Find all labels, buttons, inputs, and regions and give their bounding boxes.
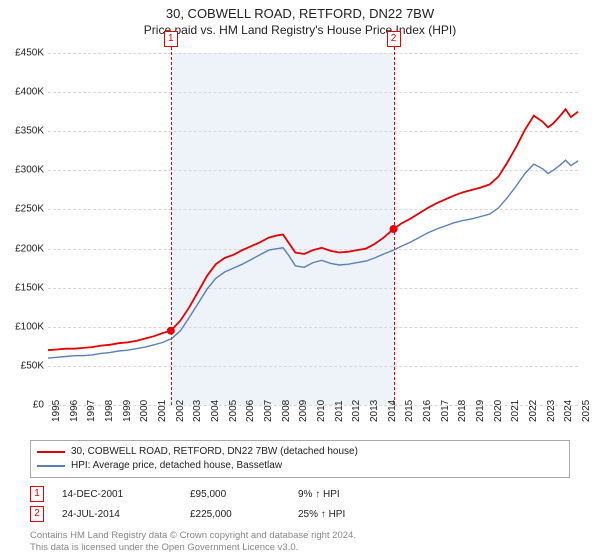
y-tick-label: £450K xyxy=(0,48,44,59)
chart-title-1: 30, COBWELL ROAD, RETFORD, DN22 7BW xyxy=(0,6,600,21)
chart-plot: £0£50K£100K£150K£200K£250K£300K£350K£400… xyxy=(48,52,578,405)
legend-swatch xyxy=(37,451,65,453)
sale-row-marker: 2 xyxy=(30,506,44,522)
sale-marker-box: 1 xyxy=(164,31,178,47)
chart-lines xyxy=(48,53,578,405)
sale-row-date: 14-DEC-2001 xyxy=(62,489,172,500)
y-tick-label: £350K xyxy=(0,126,44,137)
y-tick-label: £300K xyxy=(0,165,44,176)
legend-row: 30, COBWELL ROAD, RETFORD, DN22 7BW (det… xyxy=(37,445,563,459)
legend-label: 30, COBWELL ROAD, RETFORD, DN22 7BW (det… xyxy=(71,445,358,459)
chart-title-2: Price paid vs. HM Land Registry's House … xyxy=(0,23,600,37)
footer-attribution: Contains HM Land Registry data © Crown c… xyxy=(30,530,356,554)
legend-box: 30, COBWELL ROAD, RETFORD, DN22 7BW (det… xyxy=(30,440,570,478)
series-hpi xyxy=(48,160,578,358)
y-tick-label: £50K xyxy=(0,360,44,371)
legend-swatch xyxy=(37,465,65,467)
y-tick-label: £200K xyxy=(0,243,44,254)
y-tick-label: £250K xyxy=(0,204,44,215)
legend-row: HPI: Average price, detached house, Bass… xyxy=(37,459,563,473)
y-tick-label: £150K xyxy=(0,282,44,293)
sale-row: 1 14-DEC-2001 £95,000 9% ↑ HPI xyxy=(30,486,570,502)
sale-row-price: £225,000 xyxy=(190,509,280,520)
sale-dot xyxy=(167,327,175,335)
series-subject xyxy=(48,109,578,350)
sale-dot xyxy=(390,225,398,233)
footer-line-1: Contains HM Land Registry data © Crown c… xyxy=(30,530,356,542)
sale-row: 2 24-JUL-2014 £225,000 25% ↑ HPI xyxy=(30,506,570,522)
sale-marker-box: 2 xyxy=(387,31,401,47)
sale-row-hpi: 9% ↑ HPI xyxy=(298,489,340,500)
y-tick-label: £0 xyxy=(0,400,44,411)
sale-row-marker: 1 xyxy=(30,486,44,502)
sale-row-price: £95,000 xyxy=(190,489,280,500)
y-tick-label: £400K xyxy=(0,87,44,98)
y-tick-label: £100K xyxy=(0,321,44,332)
legend-label: HPI: Average price, detached house, Bass… xyxy=(71,459,282,473)
sale-row-date: 24-JUL-2014 xyxy=(62,509,172,520)
sales-table: 1 14-DEC-2001 £95,000 9% ↑ HPI 2 24-JUL-2014 £… xyxy=(30,486,570,522)
sale-row-hpi: 25% ↑ HPI xyxy=(298,509,345,520)
legend-and-sales: 30, COBWELL ROAD, RETFORD, DN22 7BW (det… xyxy=(30,440,570,526)
x-tick-label: 2025 xyxy=(581,400,592,422)
footer-line-2: This data is licensed under the Open Gov… xyxy=(30,542,356,554)
